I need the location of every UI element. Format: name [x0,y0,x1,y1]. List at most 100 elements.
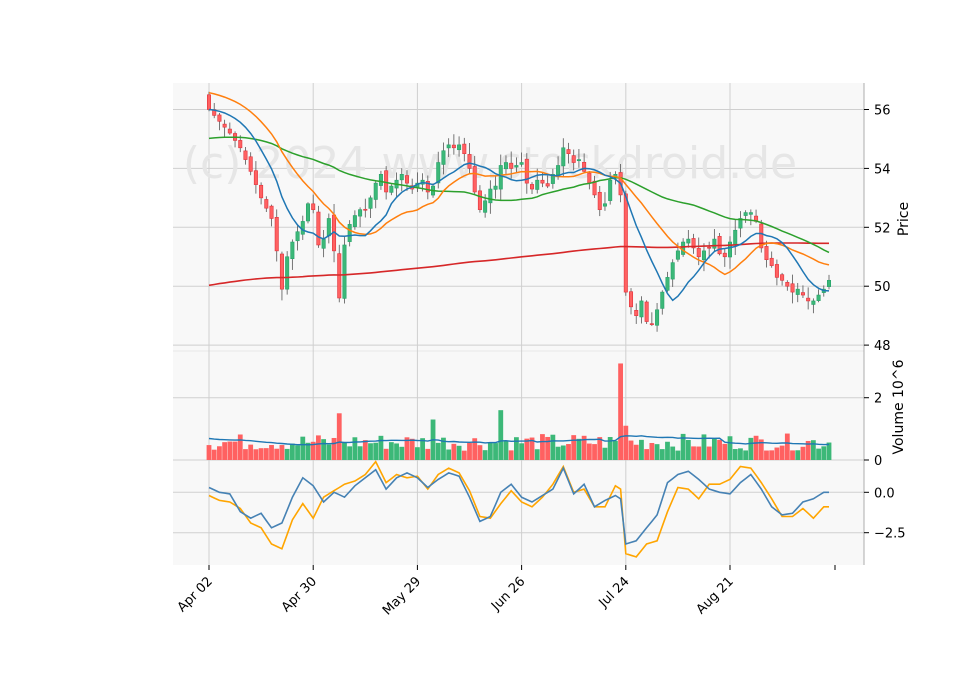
volume-bar [336,413,342,460]
price-tick-label: 56 [874,104,891,119]
volume-bar [717,439,722,460]
candle-body [655,309,660,326]
volume-bar [701,434,707,460]
volume-bar [347,446,353,460]
candle-body [556,165,561,175]
candle-body [681,241,686,255]
candle-body [795,288,800,295]
x-tick-label: Jul 24 [596,574,633,611]
volume-bar [623,425,629,460]
volume-bar [232,441,238,460]
candle-body [728,241,733,258]
candle-body [399,173,404,181]
candle-body [785,282,790,287]
candle-body [243,150,248,160]
volume-bar [378,435,384,460]
candle-body [238,140,243,149]
oscillator-main-line [208,466,829,546]
candle-body [540,179,545,184]
volume-bar [524,438,530,460]
volume-bar [373,442,379,460]
candle-body [639,300,644,318]
candle-body [441,150,446,165]
candle-body [404,175,409,184]
volume-tick-label: 0 [874,454,882,469]
volume-bar [659,449,665,460]
candle-body [566,149,571,154]
candle-body [806,297,811,302]
volume-bar [602,447,608,460]
volume-bar [222,442,228,460]
volume-bar [738,448,743,460]
volume-bar [326,444,332,460]
candle-body [498,165,503,190]
volume-bar [331,437,337,460]
osc-tick-label: −2.5 [874,527,906,542]
volume-bar [217,446,222,460]
candle-body [826,280,831,287]
volume-bar [743,450,749,460]
candle-body [446,144,451,149]
candle-body [665,277,670,291]
candle-body [561,147,566,167]
x-tick-label: Apr 02 [175,574,216,615]
volume-bar [779,445,785,460]
candle-body [467,154,472,169]
candle-body [207,94,212,110]
volume-bar [503,441,509,460]
volume-bar [805,440,811,460]
candle-body [217,114,222,122]
candle-body [738,218,743,229]
volume-bar [425,448,431,460]
volume-bar [810,440,816,460]
oscillator-signal-line [208,460,829,558]
volume-bar [800,446,806,460]
volume-bar [237,434,243,460]
candle-body [358,209,363,217]
volume-bar [566,444,571,460]
volume-bar [586,443,592,460]
volume-bar [758,439,764,460]
candle-body [800,292,805,296]
volume-bar [482,450,488,460]
price-tick-label: 54 [874,162,891,177]
candle-body [571,155,576,163]
volume-bar [461,450,467,460]
volume-bar [316,435,321,460]
candle-body [582,161,587,172]
x-tick-label: May 29 [380,574,424,618]
candle-body [519,162,524,165]
volume-bar [764,450,769,460]
candle-body [264,199,269,209]
candle-body [248,156,253,172]
volume-bar [472,438,478,460]
volume-bar [388,442,394,460]
volume-bar [821,446,827,460]
volume-bar [248,444,254,460]
candle-body [712,238,717,249]
volume-bar [597,437,603,460]
candle-body [597,191,602,210]
volume-bar [498,410,504,460]
volume-bar [722,443,728,460]
volume-bar [644,449,650,460]
volume-bar [446,449,452,460]
candle-body [451,144,456,149]
volume-bar [581,435,587,460]
volume-bar [607,437,613,460]
price-tick-label: 48 [874,339,891,354]
volume-bar [592,444,597,460]
candle-body [326,218,331,237]
volume-bar [295,445,300,460]
candle-body [363,208,368,211]
volume-bar [289,443,295,460]
volume-bar [618,363,623,460]
volume-bar [441,437,446,460]
candle-body [305,203,310,222]
volume-bar [816,448,821,460]
volume-bar [732,449,738,460]
volume-bar [352,437,358,460]
volume-bars [206,363,832,460]
volume-bar [795,450,801,460]
volume-bar [368,443,373,460]
